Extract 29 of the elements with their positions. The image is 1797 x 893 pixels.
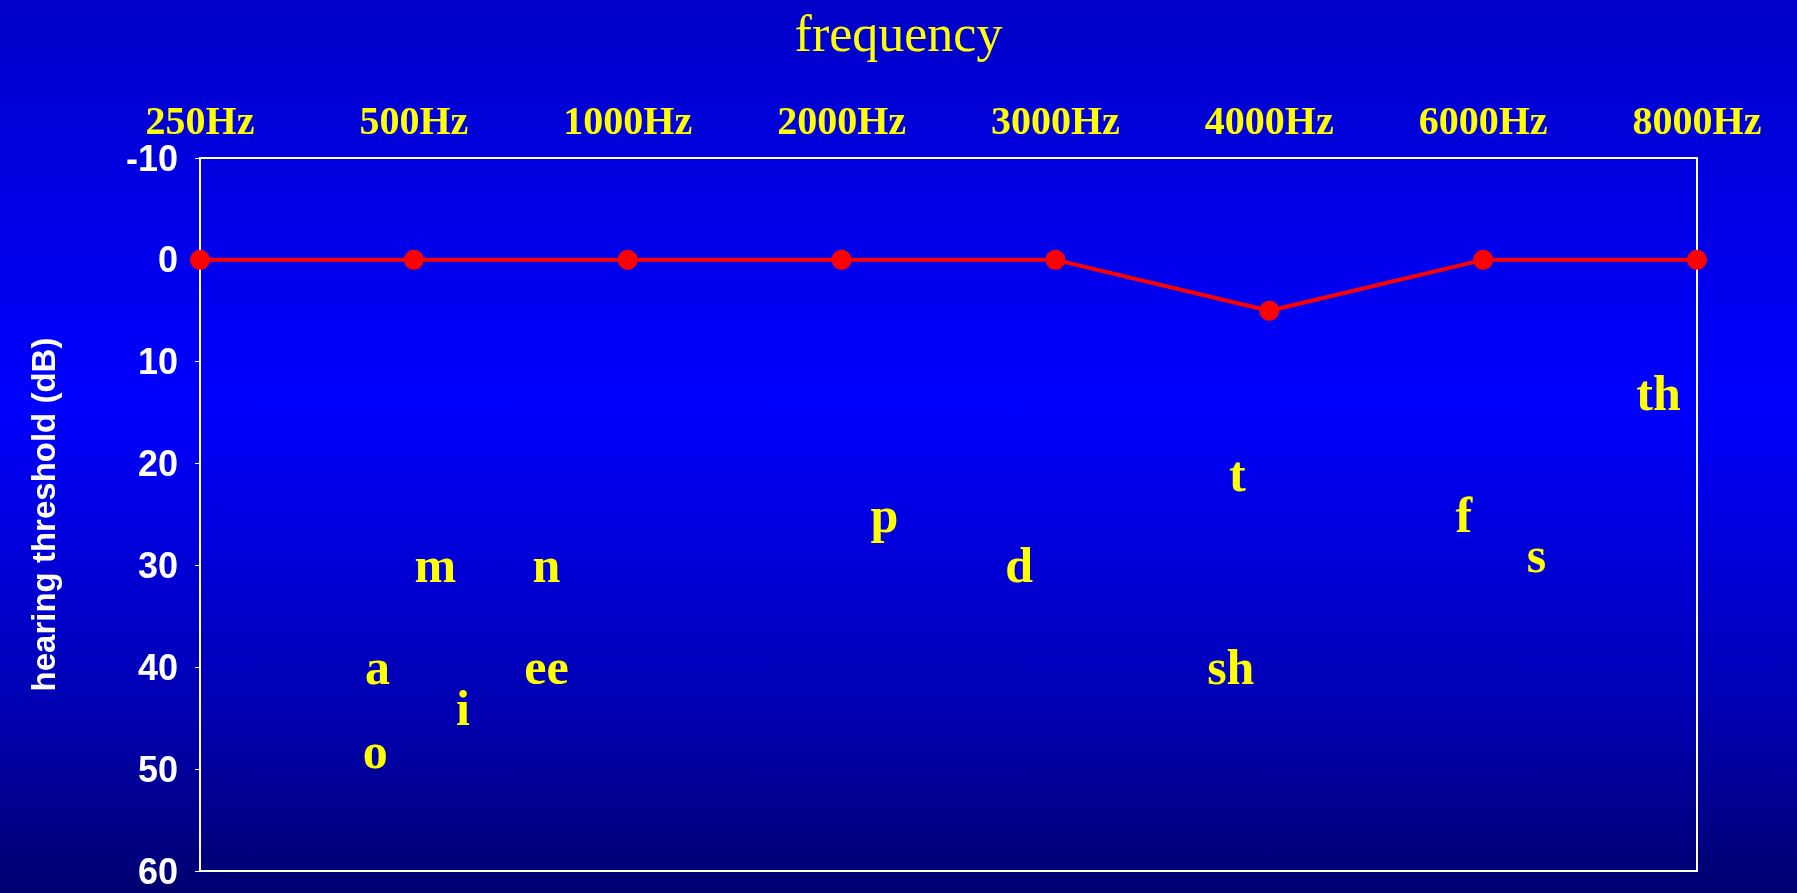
y-tick-label: 10	[137, 341, 178, 383]
annotation: p	[870, 486, 899, 543]
y-tick-label: 50	[137, 748, 178, 790]
y-tick-label: 30	[137, 544, 178, 586]
x-tick-label: 8000Hz	[1632, 97, 1762, 143]
y-tick-label: 40	[137, 646, 178, 688]
annotation: t	[1228, 445, 1246, 502]
annotation: s	[1526, 527, 1547, 584]
y-tick-label: 60	[137, 850, 178, 892]
annotation: sh	[1207, 639, 1255, 696]
y-tick-label: 0	[157, 239, 178, 281]
x-tick-label: 500Hz	[359, 97, 469, 143]
annotation: n	[532, 537, 561, 594]
annotation: m	[414, 537, 457, 594]
y-tick-label: 20	[137, 443, 178, 485]
annotation: i	[456, 679, 471, 736]
annotation: th	[1636, 364, 1681, 421]
x-tick-label: 6000Hz	[1418, 97, 1548, 143]
annotation: f	[1455, 486, 1474, 543]
x-tick-label: 1000Hz	[563, 97, 693, 143]
annotation: d	[1005, 537, 1034, 594]
x-tick-label: 3000Hz	[990, 97, 1120, 143]
x-tick-label: 4000Hz	[1204, 97, 1334, 143]
chart-title: frequency	[794, 4, 1003, 62]
annotation: o	[362, 722, 388, 779]
annotation: ee	[524, 639, 569, 696]
y-axis-title: hearing threshold (dB)	[25, 337, 62, 692]
x-tick-label: 2000Hz	[777, 97, 907, 143]
annotation: a	[365, 639, 390, 696]
